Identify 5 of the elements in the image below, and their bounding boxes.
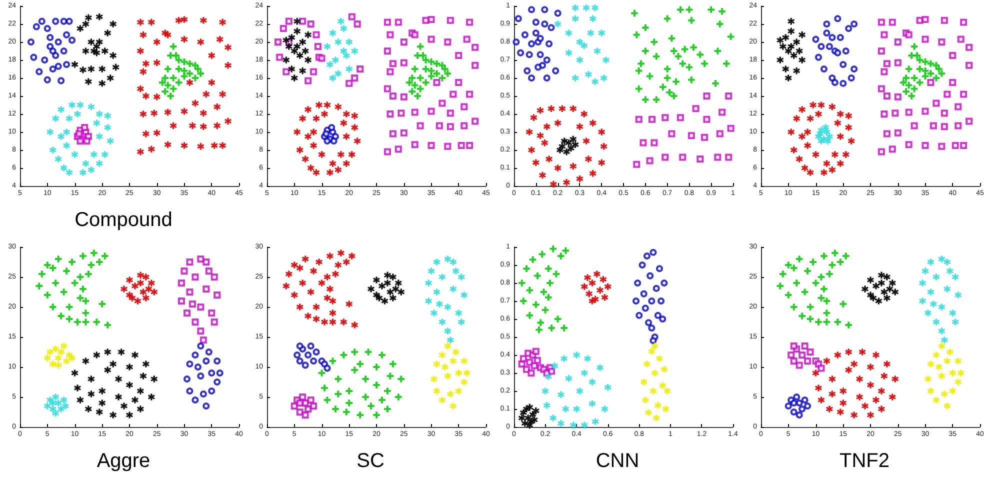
text: Compound	[74, 209, 172, 231]
text: TNF2	[840, 450, 890, 472]
text: SC	[356, 450, 384, 472]
text: CNN	[596, 450, 640, 472]
text: Aggre	[96, 450, 150, 472]
